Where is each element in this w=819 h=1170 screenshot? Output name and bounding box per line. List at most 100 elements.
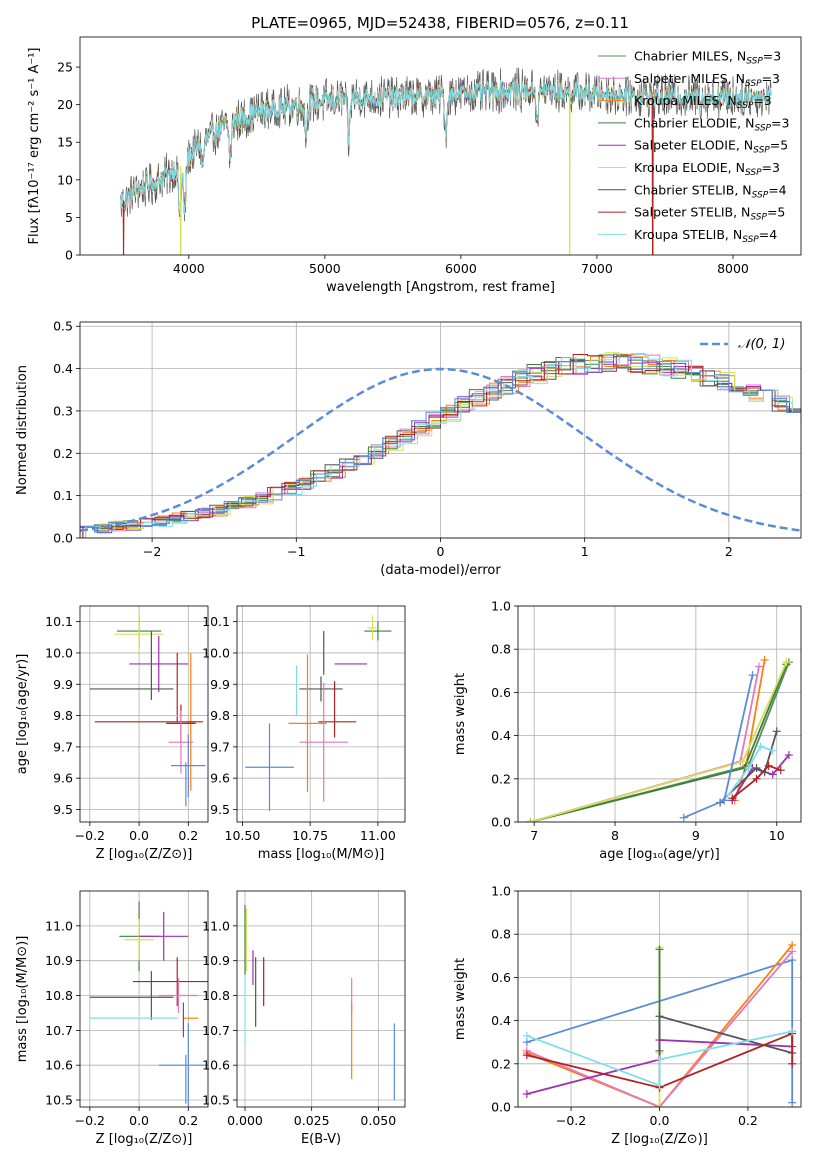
weight-marker xyxy=(720,796,729,805)
axes-frame xyxy=(517,605,802,823)
histogram-blue xyxy=(80,357,801,538)
weight-marker xyxy=(526,818,535,822)
plot-area-weight_vs_Z xyxy=(522,941,797,1107)
y-tick-label: 0.6 xyxy=(491,685,511,700)
x-axis-label: Z [log₁₀(Z/Z⊙)] xyxy=(96,847,193,862)
errorbar-point xyxy=(367,615,378,641)
spectrum-line-kroupa_stelib xyxy=(120,78,772,215)
plot-area-age_vs_mass xyxy=(245,615,392,812)
y-tick-label: 0.4 xyxy=(491,728,511,743)
x-tick-label: 9 xyxy=(692,828,700,843)
histogram-chabrier_stelib xyxy=(80,355,801,538)
y-tick-label: 0.0 xyxy=(53,531,73,546)
plot-area-residuals xyxy=(80,352,801,538)
y-tick-label: 10.5 xyxy=(45,1093,73,1108)
legend-label-normal: 𝒩(0, 1) xyxy=(738,337,785,352)
weight-marker xyxy=(788,1098,797,1107)
legend-label-chabrier_miles: Chabrier MILES, NSSP=3 xyxy=(634,49,781,67)
y-axis-label: mass weight xyxy=(453,958,468,1040)
y-tick-label: 9.6 xyxy=(210,771,230,786)
weight-line-salpeter_miles xyxy=(526,950,793,1107)
y-tick-label: 0.8 xyxy=(491,642,511,657)
weight-marker xyxy=(752,764,761,772)
errorbar-point xyxy=(168,710,194,774)
chart-age_vs_mass: 10.50 10.75 11.00 9.5 9.6 9.7 9.8 9.9 10.0 10.1 ma… xyxy=(202,605,406,862)
y-tick-label: 1.0 xyxy=(491,599,511,614)
y-tick-label: 0 xyxy=(65,248,73,263)
y-axis-label: Normed distribution xyxy=(15,365,30,495)
weight-marker xyxy=(788,1059,797,1068)
axes-frame xyxy=(236,605,406,823)
plot-area-mass_vs_ebv xyxy=(244,904,395,1101)
weight-marker xyxy=(522,1031,531,1040)
x-axis-label: E(B-V) xyxy=(301,1132,341,1147)
x-tick-label: 11.00 xyxy=(360,828,396,843)
x-tick-label: 0.050 xyxy=(360,1113,396,1128)
y-tick-label: 10.6 xyxy=(45,1058,73,1073)
y-tick-label: 0.6 xyxy=(491,970,511,985)
errorbar-point xyxy=(158,1023,208,1107)
residual-legend: 𝒩(0, 1) xyxy=(700,337,785,352)
y-tick-label: 20 xyxy=(57,97,73,112)
weight-marker xyxy=(744,764,753,772)
errorbar-point xyxy=(171,734,206,797)
weight-marker xyxy=(768,746,777,755)
y-tick-label: 9.5 xyxy=(210,802,230,817)
y-tick-label: 0.8 xyxy=(491,927,511,942)
x-axis-label: Z [log₁₀(Z/Z⊙)] xyxy=(611,1132,708,1147)
weight-marker xyxy=(754,662,763,671)
y-tick-label: 9.9 xyxy=(210,677,230,692)
y-tick-label: 0.0 xyxy=(491,1100,511,1115)
histogram-chabrier_miles xyxy=(80,353,801,538)
weight-marker xyxy=(522,1051,531,1060)
spectrum-legend: Chabrier MILES, NSSP=3 Salpeter MILES, NS… xyxy=(598,49,789,245)
weight-marker xyxy=(760,656,769,664)
errorbar-point xyxy=(139,911,189,961)
weight-line-kroupa_stelib xyxy=(723,745,774,801)
x-tick-label: 7 xyxy=(530,828,538,843)
y-tick-label: 10.5 xyxy=(202,1093,230,1108)
weight-line-blue xyxy=(683,674,754,819)
y-tick-label: 0.4 xyxy=(53,361,73,376)
y-tick-label: 0.4 xyxy=(491,1013,511,1028)
y-tick-label: 10.9 xyxy=(202,953,230,968)
x-axis-label: wavelength [Angstrom, rest frame] xyxy=(326,280,555,295)
weight-marker xyxy=(764,761,773,770)
chart-mass_vs_ebv: 0.000 0.025 0.050 10.5 10.6 10.7 10.8 10.9 11.0 E… xyxy=(202,890,406,1147)
errorbar-point xyxy=(124,918,154,961)
weight-line-kroupa_miles xyxy=(526,944,793,1107)
weight-line-kroupa_stelib xyxy=(526,1030,793,1087)
weight-marker xyxy=(522,1090,531,1099)
errorbar-point xyxy=(114,615,164,653)
x-tick-label: 0.2 xyxy=(738,1113,758,1128)
histogram-kroupa_stelib xyxy=(85,354,801,538)
weight-marker xyxy=(655,1055,664,1064)
legend-label-salpeter_stelib: Salpeter STELIB, NSSP=5 xyxy=(634,205,785,223)
y-tick-label: 0.2 xyxy=(53,446,73,461)
histogram-salpeter_stelib xyxy=(82,354,801,538)
weight-marker xyxy=(756,742,765,751)
figure-title: PLATE=0965, MJD=52438, FIBERID=0576, z=0… xyxy=(251,14,629,32)
chart-age_vs_Z: −0.2 0.0 0.2 9.5 9.6 9.7 9.8 9.9 10.0 10.1 Z [log₁… xyxy=(15,605,209,862)
y-tick-label: 9.8 xyxy=(210,708,230,723)
x-tick-label: −0.2 xyxy=(75,1113,105,1128)
y-tick-label: 10.7 xyxy=(45,1023,73,1038)
x-tick-label: 8 xyxy=(611,828,619,843)
y-tick-label: 11.0 xyxy=(45,918,73,933)
weight-marker xyxy=(782,658,791,667)
x-axis-label: mass [log₁₀(M/M⊙)] xyxy=(258,847,385,862)
errorbar-point xyxy=(364,621,392,641)
y-tick-label: 10 xyxy=(57,172,73,187)
legend-label-kroupa_miles: Kroupa MILES, NSSP=3 xyxy=(634,93,772,111)
errorbar-point xyxy=(299,676,343,702)
errorbar-point xyxy=(158,978,199,1013)
weight-marker xyxy=(655,1081,664,1090)
weight-line-salpeter_stelib xyxy=(731,764,782,799)
weight-marker xyxy=(772,727,781,736)
y-tick-label: 1.0 xyxy=(491,884,511,899)
y-tick-label: 9.5 xyxy=(53,802,73,817)
weight-marker xyxy=(784,751,793,760)
y-tick-label: 10.7 xyxy=(202,1023,230,1038)
y-tick-label: 0.5 xyxy=(53,319,73,334)
